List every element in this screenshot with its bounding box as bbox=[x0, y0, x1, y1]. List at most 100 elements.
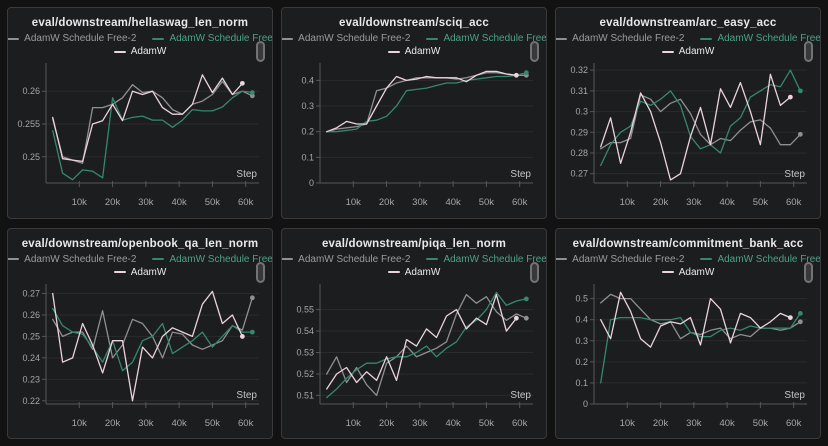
y-tick-label: 0.25 bbox=[22, 152, 40, 162]
legend-dash-icon bbox=[556, 258, 568, 260]
legend-dash-icon bbox=[426, 258, 439, 260]
x-tick-label: 50k bbox=[479, 418, 495, 429]
legend-dash-icon bbox=[426, 37, 439, 40]
series-end-dot-adamw-schedule-free bbox=[523, 295, 529, 301]
chart-title: eval/downstream/hellaswag_len_norm bbox=[31, 17, 249, 29]
legend-label: AdamW Schedule Free-2 bbox=[572, 253, 685, 265]
chart-panel-openbook-qa-len-norm[interactable]: eval/downstream/openbook_qa_len_norm Ada… bbox=[7, 227, 273, 439]
series-line-adamw-schedule-free-2 bbox=[52, 296, 253, 359]
x-tick-label: 30k bbox=[686, 197, 702, 208]
chart-title: eval/downstream/arc_easy_acc bbox=[599, 17, 777, 29]
series-line-adamw-schedule-free bbox=[326, 291, 527, 398]
series-end-dot-adamw bbox=[513, 72, 519, 78]
legend-item-adamw-schedule-free-2: AdamW Schedule Free-2 bbox=[8, 32, 137, 45]
y-tick-label: 0.31 bbox=[570, 86, 588, 96]
x-tick-label: 40k bbox=[171, 418, 187, 429]
y-tick-label: 0.27 bbox=[22, 288, 40, 298]
x-tick-label: 30k bbox=[412, 197, 428, 208]
vertical-scroll-thumb-icon[interactable] bbox=[530, 261, 539, 283]
chart-panel-commitment-bank-acc[interactable]: eval/downstream/commitment_bank_acc Adam… bbox=[555, 227, 821, 439]
legend-label: AdamW bbox=[130, 266, 167, 278]
vertical-scroll-thumb-icon[interactable] bbox=[804, 41, 813, 62]
x-tick-label: 20k bbox=[379, 197, 395, 208]
chart-panel-hellaswag-len-norm[interactable]: eval/downstream/hellaswag_len_norm AdamW… bbox=[7, 7, 273, 219]
x-tick-label: 10k bbox=[346, 197, 362, 208]
vertical-scroll-thumb-icon[interactable] bbox=[256, 41, 265, 62]
legend-label: AdamW bbox=[404, 266, 441, 278]
legend-dash-icon bbox=[700, 37, 713, 40]
y-tick-label: 0.24 bbox=[22, 352, 40, 362]
series-line-adamw bbox=[326, 70, 518, 133]
y-tick-label: 0.5 bbox=[575, 293, 588, 303]
x-axis-title: Step bbox=[784, 390, 805, 401]
series-line-adamw-schedule-free-2 bbox=[600, 293, 801, 339]
legend-item-adamw-schedule-free-2: AdamW Schedule Free-2 bbox=[8, 253, 137, 266]
legend-item-adamw-schedule-free-2: AdamW Schedule Free-2 bbox=[282, 253, 411, 266]
x-tick-label: 50k bbox=[479, 197, 495, 208]
y-tick-label: 0.4 bbox=[301, 75, 314, 85]
vertical-scroll-thumb-icon[interactable] bbox=[804, 261, 813, 283]
chart-panel-sciq-acc[interactable]: eval/downstream/sciq_acc AdamW Schedule … bbox=[281, 7, 547, 219]
legend-dash-icon bbox=[8, 37, 20, 40]
chart-panel-arc-easy-acc[interactable]: eval/downstream/arc_easy_acc AdamW Sched… bbox=[555, 7, 821, 219]
series-end-dot-adamw-schedule-free bbox=[249, 329, 255, 335]
x-tick-label: 40k bbox=[445, 418, 461, 429]
legend-dash-icon bbox=[556, 37, 568, 40]
y-tick-label: 0.3 bbox=[575, 107, 588, 117]
series-line-adamw-schedule-free-2 bbox=[600, 94, 801, 150]
chart-title: eval/downstream/sciq_acc bbox=[339, 17, 489, 29]
legend-label: AdamW Schedule Free bbox=[717, 33, 821, 44]
chart-title: eval/downstream/commitment_bank_acc bbox=[572, 237, 804, 250]
x-tick-label: 60k bbox=[512, 197, 528, 208]
legend-item-adamw-schedule-free: AdamW Schedule Free bbox=[700, 32, 820, 45]
series-end-dot-adamw bbox=[239, 80, 245, 86]
legend-label: AdamW bbox=[130, 46, 167, 57]
chart-panel-piqa-len-norm[interactable]: eval/downstream/piqa_len_norm AdamW Sche… bbox=[281, 227, 547, 439]
chart-title: eval/downstream/openbook_qa_len_norm bbox=[21, 237, 259, 250]
legend-dash-icon bbox=[113, 271, 126, 273]
x-tick-label: 30k bbox=[138, 418, 154, 429]
series-end-dot-adamw-schedule-free bbox=[523, 70, 529, 76]
x-tick-label: 10k bbox=[620, 197, 636, 208]
x-axis-title: Step bbox=[510, 169, 531, 180]
x-tick-label: 10k bbox=[72, 197, 88, 208]
legend-dash-icon bbox=[152, 37, 165, 40]
series-line-adamw-schedule-free-2 bbox=[52, 80, 253, 164]
series-line-adamw-schedule-free-2 bbox=[326, 293, 527, 396]
legend-dash-icon bbox=[700, 258, 713, 260]
series-end-dot-adamw bbox=[787, 94, 793, 100]
chart-legend: AdamW Schedule Free-2 AdamW Schedule Fre… bbox=[8, 32, 272, 58]
x-tick-label: 60k bbox=[512, 418, 528, 429]
x-tick-label: 50k bbox=[205, 418, 221, 429]
legend-dash-icon bbox=[8, 258, 20, 260]
y-tick-label: 0.26 bbox=[22, 309, 40, 319]
x-axis-title: Step bbox=[784, 169, 805, 180]
vertical-scroll-thumb-icon[interactable] bbox=[256, 261, 265, 283]
legend-label: AdamW Schedule Free-2 bbox=[24, 33, 137, 44]
y-tick-label: 0 bbox=[309, 178, 314, 188]
x-tick-label: 20k bbox=[105, 418, 121, 429]
y-tick-label: 0.54 bbox=[296, 326, 314, 336]
y-tick-label: 0.25 bbox=[22, 331, 40, 341]
legend-item-adamw-schedule-free-2: AdamW Schedule Free-2 bbox=[282, 32, 410, 45]
series-end-dot-adamw-schedule-free bbox=[797, 88, 803, 94]
legend-label: AdamW Schedule Free-2 bbox=[298, 253, 411, 265]
series-line-adamw bbox=[600, 73, 792, 181]
x-tick-label: 30k bbox=[686, 418, 702, 429]
x-tick-label: 10k bbox=[346, 418, 362, 429]
legend-item-adamw-schedule-free: AdamW Schedule Free bbox=[700, 253, 820, 266]
x-tick-label: 40k bbox=[719, 197, 735, 208]
legend-item-adamw: AdamW bbox=[113, 45, 167, 58]
legend-dash-icon bbox=[113, 50, 126, 53]
x-tick-label: 50k bbox=[753, 197, 769, 208]
legend-label: AdamW Schedule Free-2 bbox=[24, 253, 137, 265]
chart-legend: AdamW Schedule Free-2 AdamW Schedule Fre… bbox=[556, 253, 820, 279]
series-end-dot-adamw-schedule-free-2 bbox=[797, 131, 803, 137]
x-axis-title: Step bbox=[510, 390, 531, 401]
legend-item-adamw-schedule-free: AdamW Schedule Free bbox=[426, 32, 546, 45]
vertical-scroll-thumb-icon[interactable] bbox=[530, 41, 539, 62]
y-tick-label: 0.52 bbox=[296, 368, 314, 378]
chart-plot-piqa-len-norm: 0.51 0.52 0.53 0.54 0.55 10k 20k 30k 40k 50k 60k St… bbox=[296, 283, 533, 429]
x-tick-label: 40k bbox=[445, 197, 461, 208]
